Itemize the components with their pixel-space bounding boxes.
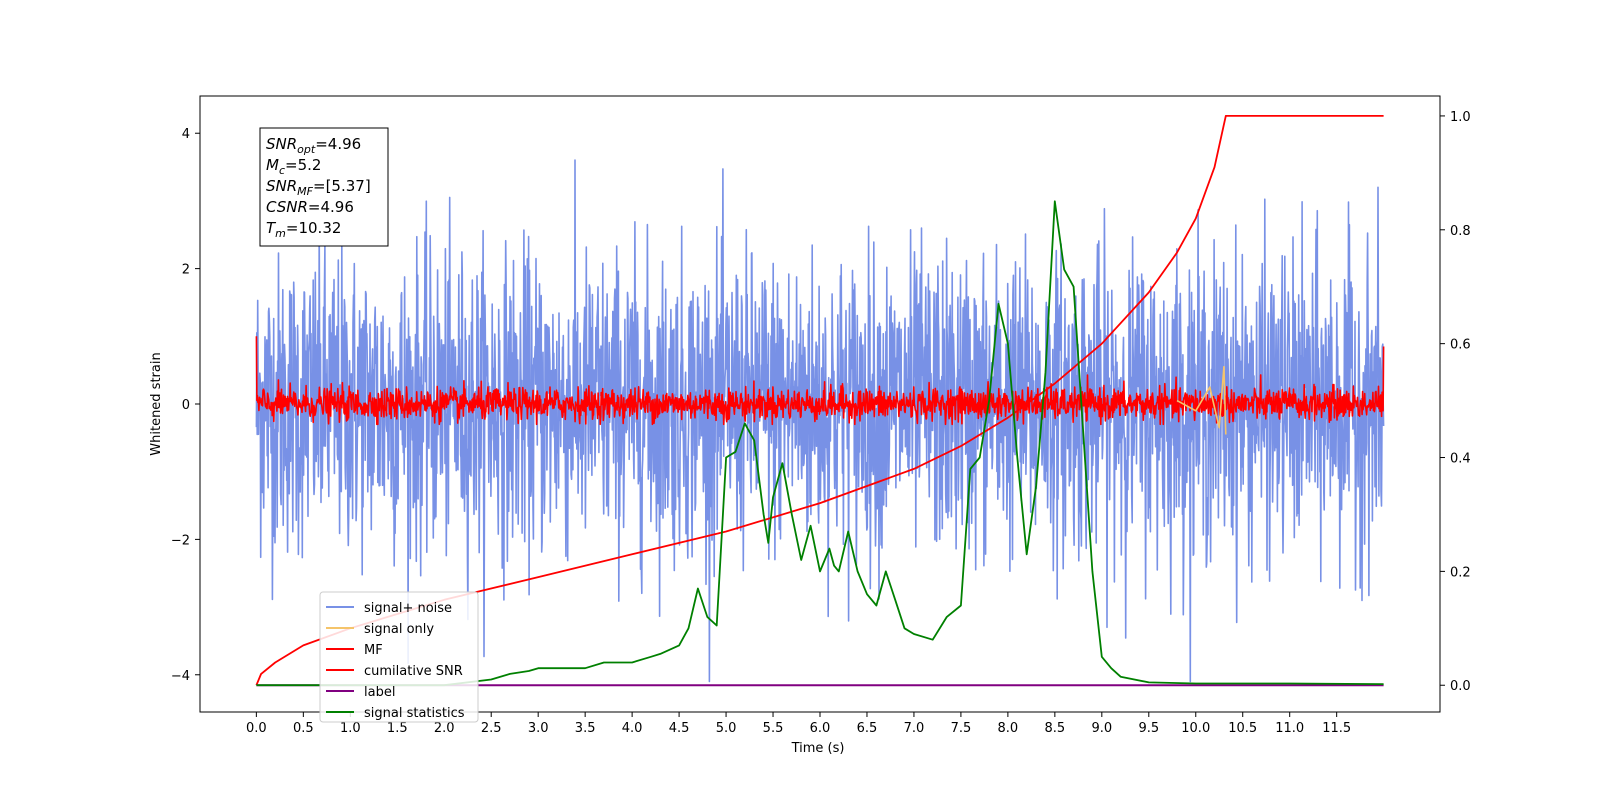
x-tick-label: 10.5 xyxy=(1228,721,1257,736)
x-tick-label: 6.0 xyxy=(810,721,831,736)
y2-tick-label: 1.0 xyxy=(1450,110,1471,125)
x-tick-label: 11.0 xyxy=(1275,721,1304,736)
x-tick-label: 4.5 xyxy=(669,721,690,736)
legend-label: MF xyxy=(364,643,383,658)
x-tick-label: 7.0 xyxy=(904,721,925,736)
legend-label: label xyxy=(364,685,395,700)
y2-tick-label: 0.0 xyxy=(1450,679,1471,694)
x-tick-label: 3.0 xyxy=(528,721,549,736)
x-tick-label: 8.0 xyxy=(998,721,1019,736)
info-box: SNRopt=4.96 Mc=5.2 SNRMF=[5.37] CSNR=4.9… xyxy=(259,127,389,247)
series-signal-statistics xyxy=(256,200,1384,687)
legend-label: signal+ noise xyxy=(364,601,452,616)
legend-label: cumilative SNR xyxy=(364,664,463,679)
x-tick-label: 2.0 xyxy=(434,721,455,736)
y-axis-title: Whitened strain xyxy=(149,352,164,455)
y-tick-label: 0 xyxy=(182,398,190,413)
x-tick-label: 4.0 xyxy=(622,721,643,736)
legend-label: signal only xyxy=(364,622,434,637)
x-tick-label: 0.0 xyxy=(246,721,267,736)
series-mf xyxy=(255,336,1385,426)
y2-tick-label: 0.8 xyxy=(1450,224,1471,239)
x-tick-label: 2.5 xyxy=(481,721,502,736)
y-tick-label: 4 xyxy=(182,127,190,142)
snr-opt-text: SNRopt=4.96 xyxy=(266,135,361,156)
x-tick-label: 11.5 xyxy=(1322,721,1351,736)
y-tick-label: −4 xyxy=(171,669,190,684)
x-tick-label: 5.0 xyxy=(716,721,737,736)
series-signal-only xyxy=(1176,365,1227,435)
y2-tick-label: 0.6 xyxy=(1450,338,1471,353)
mc-text: Mc=5.2 xyxy=(266,156,321,177)
tm-text: Tm=10.32 xyxy=(266,219,341,240)
legend: signal+ noise signal only MF cumilative SNR… xyxy=(319,591,479,723)
x-axis-title: Time (s) xyxy=(791,741,845,756)
x-tick-label: 1.0 xyxy=(340,721,361,736)
y-tick-label: 2 xyxy=(182,263,190,278)
series-signal-noise xyxy=(255,159,1385,683)
x-tick-label: 9.5 xyxy=(1138,721,1159,736)
x-tick-label: 5.5 xyxy=(763,721,784,736)
x-tick-label: 6.5 xyxy=(857,721,878,736)
x-tick-label: 3.5 xyxy=(575,721,596,736)
x-tick-label: 10.0 xyxy=(1181,721,1210,736)
snr-mf-text: SNRMF=[5.37] xyxy=(266,177,371,198)
legend-label: signal statistics xyxy=(364,706,465,721)
x-tick-label: 8.5 xyxy=(1045,721,1066,736)
axes-layer: 0.0 0.5 1.0 1.5 2.0 2.5 3.0 3.5 4.0 4.5 5.0 5.5 6.0 6… xyxy=(171,110,1471,736)
y2-tick-label: 0.2 xyxy=(1450,565,1471,580)
csnr-text: CSNR=4.96 xyxy=(266,198,354,216)
legend-frame xyxy=(319,591,479,723)
y2-tick-label: 0.4 xyxy=(1450,452,1471,467)
x-tick-label: 1.5 xyxy=(387,721,408,736)
y-tick-label: −2 xyxy=(171,533,190,548)
x-tick-label: 9.0 xyxy=(1091,721,1112,736)
x-tick-label: 0.5 xyxy=(293,721,314,736)
x-tick-label: 7.5 xyxy=(951,721,972,736)
